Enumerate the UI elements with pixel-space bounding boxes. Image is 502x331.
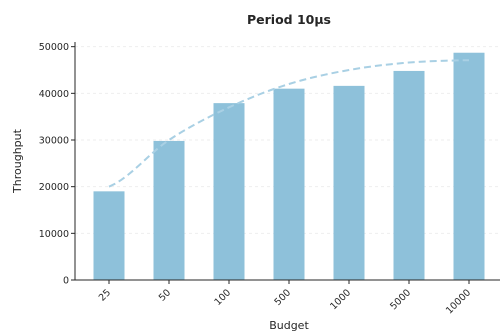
x-tick-label: 1000	[328, 287, 353, 312]
x-tick-label: 5000	[388, 287, 413, 312]
axes	[71, 42, 500, 284]
y-tick-label: 20000	[39, 182, 69, 193]
bar	[153, 140, 185, 280]
x-tick-labels: 25 50 100 500 1000 5000 10000	[97, 287, 473, 316]
y-tick-label: 40000	[39, 89, 69, 100]
x-tick-label: 500	[273, 287, 294, 308]
y-tick-label: 0	[63, 276, 69, 287]
x-tick-label: 10000	[444, 287, 473, 316]
y-tick-label: 10000	[39, 229, 69, 240]
bar	[333, 85, 365, 280]
bar	[393, 70, 425, 280]
x-tick-label: 100	[213, 287, 234, 308]
y-tick-label: 50000	[39, 42, 69, 53]
chart-title: Period 10µs	[247, 12, 331, 27]
bar	[453, 52, 485, 280]
y-tick-label: 30000	[39, 136, 69, 147]
x-axis-label: Budget	[269, 319, 309, 331]
y-tick-labels: 0 10000 20000 30000 40000 50000	[39, 42, 69, 286]
bar	[93, 191, 125, 280]
bars	[93, 52, 485, 281]
x-tick-label: 50	[157, 287, 173, 303]
bar	[273, 88, 305, 281]
trend-line	[108, 59, 470, 188]
y-axis-label: Throughput	[11, 128, 24, 194]
x-tick-label: 25	[97, 287, 113, 303]
bar	[213, 103, 245, 280]
